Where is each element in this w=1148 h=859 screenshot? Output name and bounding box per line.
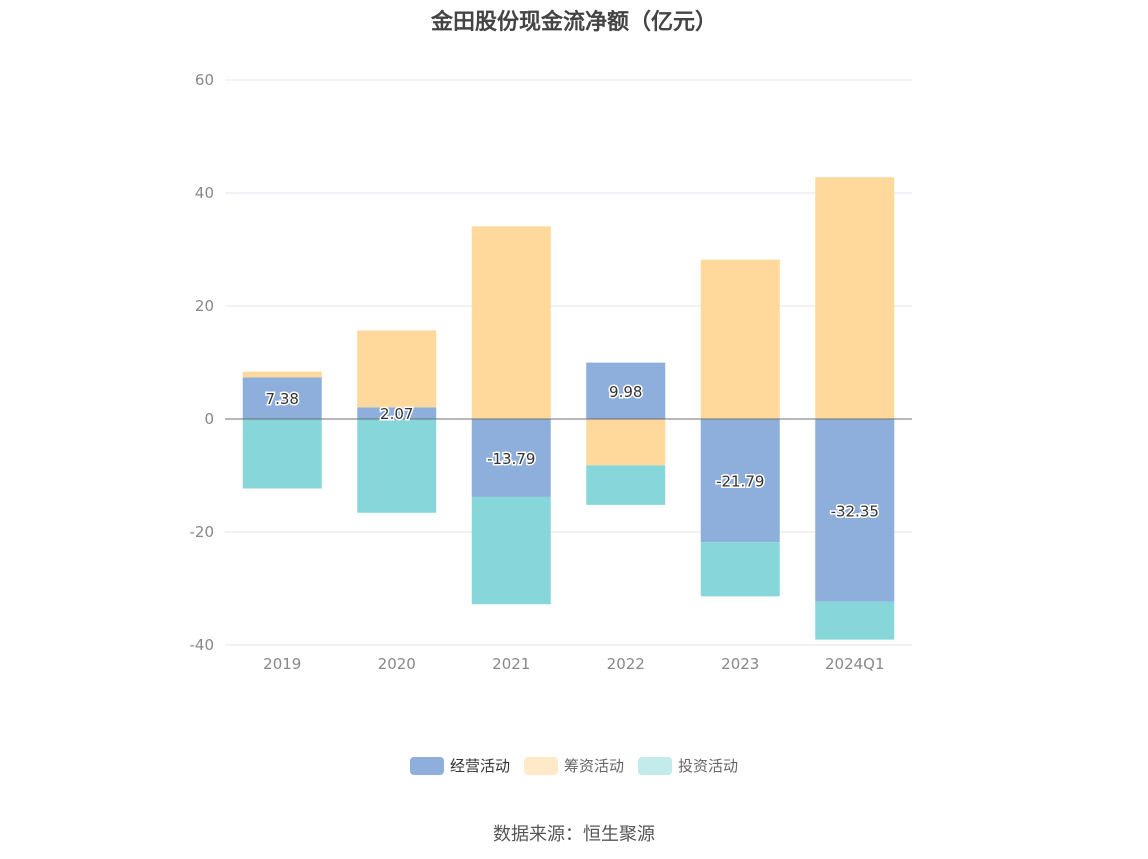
y-tick-label: -20 [190,523,215,541]
legend-label-operating: 经营活动 [449,757,510,775]
x-tick-label: 2022 [607,655,645,673]
x-tick-label: 2023 [721,655,759,673]
x-tick-label: 2021 [492,655,530,673]
data-label: -32.35 [831,502,879,520]
x-tick-label: 2019 [263,655,301,673]
legend-item-operating[interactable]: 经营活动 [409,755,510,776]
bar-0-2021[interactable] [471,419,551,497]
grid-lines [225,79,912,646]
bar-1-2024Q1[interactable] [815,177,895,419]
bar-2-2020[interactable] [357,419,437,513]
y-tick-label: 0 [204,410,214,428]
data-label: -21.79 [716,473,764,491]
legend-label-investing: 投资活动 [678,757,739,775]
x-axis: 2019 2020 2021 2022 2023 2024Q1 [225,418,912,673]
bar-2-2022[interactable] [586,465,666,505]
data-label: 9.98 [609,383,642,401]
y-tick-label: 20 [195,297,214,315]
bar-1-2023[interactable] [700,259,780,419]
bar-1-2021[interactable] [471,226,551,419]
y-tick-label: 40 [195,184,214,202]
bar-0-2022[interactable] [586,362,666,419]
y-axis: 60 40 20 0 -20 -40 [190,71,215,654]
bar-2-2024Q1[interactable] [815,601,895,640]
bar-1-2020[interactable] [357,330,437,408]
data-label: 2.07 [380,405,413,423]
bar-0-2023[interactable] [700,419,780,543]
x-tick-label: 2024Q1 [825,655,885,673]
bar-0-2024Q1[interactable] [815,419,895,602]
y-tick-label: -40 [190,636,215,654]
bar-0-2020[interactable] [357,407,437,419]
bar-1-2022[interactable] [586,419,666,466]
bar-2-2021[interactable] [471,496,551,605]
data-source-note: 数据来源：恒生聚源 [493,824,655,845]
data-labels: 7.38 2.07 -13.79 9.98 -21.79 -32.35 [264,381,880,522]
bar-1-2019[interactable] [242,371,322,378]
x-tick-label: 2020 [378,655,416,673]
data-label: -13.79 [487,450,535,468]
data-label: 7.38 [266,390,299,408]
legend-item-financing[interactable]: 筹资活动 [523,755,624,776]
legend-item-investing[interactable]: 投资活动 [638,755,738,776]
legend-swatch-financing [523,756,558,775]
bar-marks [242,177,895,640]
y-tick-label: 60 [195,71,214,89]
legend: 经营活动 筹资活动 投资活动 [0,755,1148,776]
bar-0-2019[interactable] [242,377,322,419]
legend-label-financing: 筹资活动 [563,757,624,775]
bar-2-2023[interactable] [700,542,780,597]
chart-title: 金田股份现金流净额（亿元） [430,10,717,35]
bar-2-2019[interactable] [242,419,322,489]
legend-swatch-operating [409,756,444,775]
legend-swatch-investing [638,756,672,775]
